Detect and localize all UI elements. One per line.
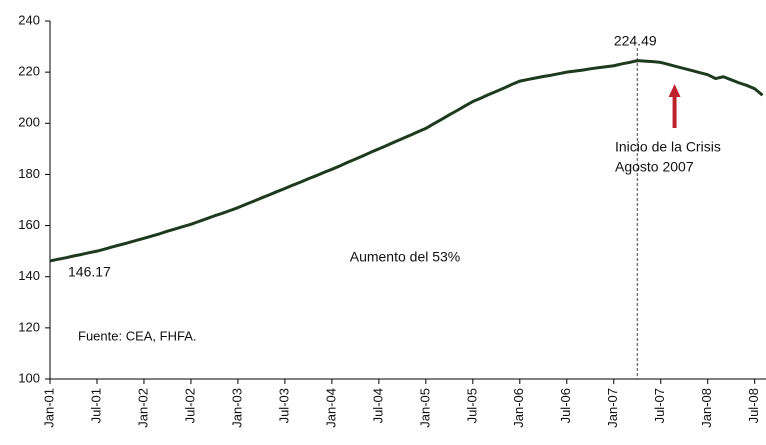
x-tick-label: Jan-04 — [323, 388, 338, 428]
annotation: 146.17 — [68, 264, 111, 280]
x-tick-label: Jan-08 — [699, 388, 714, 428]
y-tick-label: 180 — [18, 166, 40, 181]
x-tick-label: Jul-05 — [464, 388, 479, 423]
x-tick-label: Jul-08 — [746, 388, 761, 423]
arrow-head — [668, 84, 681, 97]
annotation: 224.49 — [614, 33, 657, 49]
x-tick-label: Jan-07 — [605, 388, 620, 428]
x-tick-label: Jul-06 — [558, 388, 573, 423]
y-tick-label: 140 — [18, 268, 40, 283]
x-tick-label: Jan-02 — [135, 388, 150, 428]
x-tick-label: Jul-04 — [370, 388, 385, 423]
x-tick-label: Jan-03 — [229, 388, 244, 428]
y-tick-label: 160 — [18, 217, 40, 232]
x-tick-label: Jul-01 — [88, 388, 103, 423]
y-tick-label: 200 — [18, 115, 40, 130]
y-tick-label: 100 — [18, 370, 40, 385]
annotation: Agosto 2007 — [615, 159, 694, 175]
y-tick-label: 240 — [18, 12, 40, 27]
annotation: Fuente: CEA, FHFA. — [78, 328, 197, 343]
y-tick-label: 220 — [18, 64, 40, 79]
line-series — [49, 59, 764, 263]
x-tick-label: Jan-05 — [417, 388, 432, 428]
x-tick-label: Jan-06 — [511, 388, 526, 428]
x-tick-label: Jul-03 — [276, 388, 291, 423]
annotation: Inicio de la Crisis — [615, 139, 721, 155]
x-tick-label: Jul-02 — [182, 388, 197, 423]
x-tick-label: Jan-01 — [41, 388, 56, 428]
y-tick-label: 120 — [18, 319, 40, 334]
annotation: Aumento del 53% — [350, 249, 461, 265]
x-tick-label: Jul-07 — [652, 388, 667, 423]
